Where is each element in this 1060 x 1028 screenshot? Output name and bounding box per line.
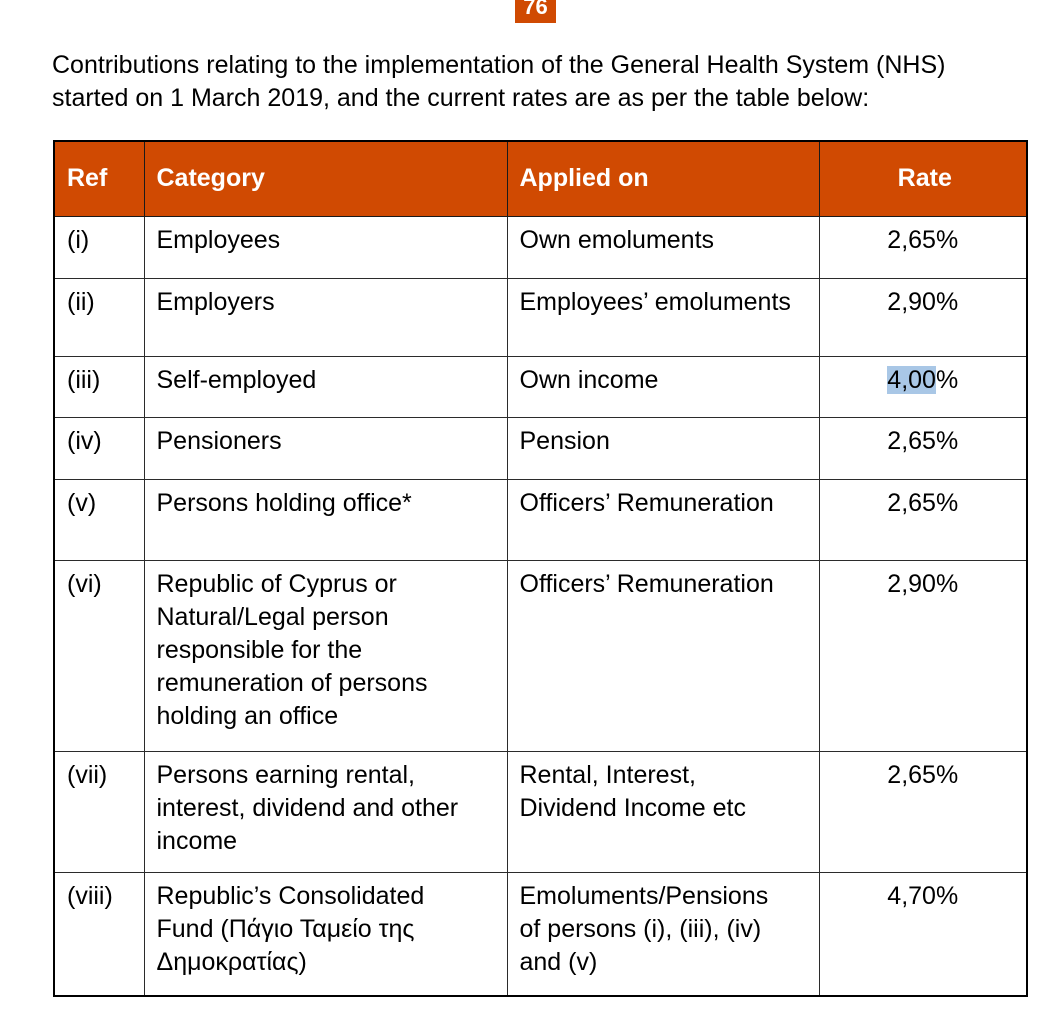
cell-rate: 2,65%	[818, 416, 1028, 480]
table-row-i: (i) Employees Own emoluments 2,65%	[53, 215, 1028, 279]
cell-ref: (v)	[53, 478, 145, 561]
intro-paragraph: Contributions relating to the implementa…	[52, 51, 946, 112]
nhs-contribution-rates-table: Ref Category Applied on Rate (i) Employe…	[53, 140, 1028, 997]
cell-applied-on: Own income	[506, 355, 820, 418]
cell-ref: (iv)	[53, 416, 145, 480]
cell-category: Employees	[143, 215, 508, 279]
page-number: 76	[523, 0, 548, 19]
cell-category: Republic’s Consolidated Fund (Πάγιο Ταμε…	[143, 871, 508, 997]
table-row-v: (v) Persons holding office* Officers’ Re…	[53, 478, 1028, 561]
cell-ref: (vi)	[53, 559, 145, 752]
cell-ref: (viii)	[53, 871, 145, 997]
cell-rate: 2,90%	[818, 559, 1028, 752]
cell-applied-on: Rental, Interest, Dividend Income etc	[506, 750, 820, 873]
cell-category: Self-employed	[143, 355, 508, 418]
table-row-iii: (iii) Self-employed Own income 4,00%	[53, 355, 1028, 418]
cell-category: Persons holding office*	[143, 478, 508, 561]
rate-suffix: %	[935, 365, 959, 394]
selected-text: 4,00	[887, 365, 936, 394]
cell-category: Pensioners	[143, 416, 508, 480]
cell-rate: 4,00%	[818, 355, 1028, 418]
column-header-rate: Rate	[818, 140, 1028, 217]
cell-category: Persons earning rental, interest, divide…	[143, 750, 508, 873]
column-header-ref: Ref	[53, 140, 145, 217]
cell-applied-on: Own emoluments	[506, 215, 820, 279]
cell-ref: (ii)	[53, 277, 145, 357]
column-header-applied-on: Applied on	[506, 140, 820, 217]
table-row-vi: (vi) Republic of Cyprus or Natural/Legal…	[53, 559, 1028, 752]
cell-category: Employers	[143, 277, 508, 357]
cell-rate: 2,65%	[818, 215, 1028, 279]
table-row-iv: (iv) Pensioners Pension 2,65%	[53, 416, 1028, 480]
cell-rate: 2,65%	[818, 478, 1028, 561]
column-header-category: Category	[143, 140, 508, 217]
cell-rate: 2,65%	[818, 750, 1028, 873]
page-number-badge: 76	[515, 0, 556, 23]
cell-ref: (vii)	[53, 750, 145, 873]
cell-applied-on: Pension	[506, 416, 820, 480]
cell-applied-on: Officers’ Remuneration	[506, 478, 820, 561]
cell-ref: (i)	[53, 215, 145, 279]
cell-applied-on: Emoluments/Pensions of persons (i), (iii…	[506, 871, 820, 997]
table-row-ii: (ii) Employers Employees’ emoluments 2,9…	[53, 277, 1028, 357]
cell-applied-on: Employees’ emoluments	[506, 277, 820, 357]
cell-ref: (iii)	[53, 355, 145, 418]
cell-rate: 4,70%	[818, 871, 1028, 997]
cell-category: Republic of Cyprus or Natural/Legal pers…	[143, 559, 508, 752]
cell-applied-on: Officers’ Remuneration	[506, 559, 820, 752]
table-row-viii: (viii) Republic’s Consolidated Fund (Πάγ…	[53, 871, 1028, 997]
table-row-vii: (vii) Persons earning rental, interest, …	[53, 750, 1028, 873]
cell-rate: 2,90%	[818, 277, 1028, 357]
table-header-row: Ref Category Applied on Rate	[53, 140, 1028, 217]
